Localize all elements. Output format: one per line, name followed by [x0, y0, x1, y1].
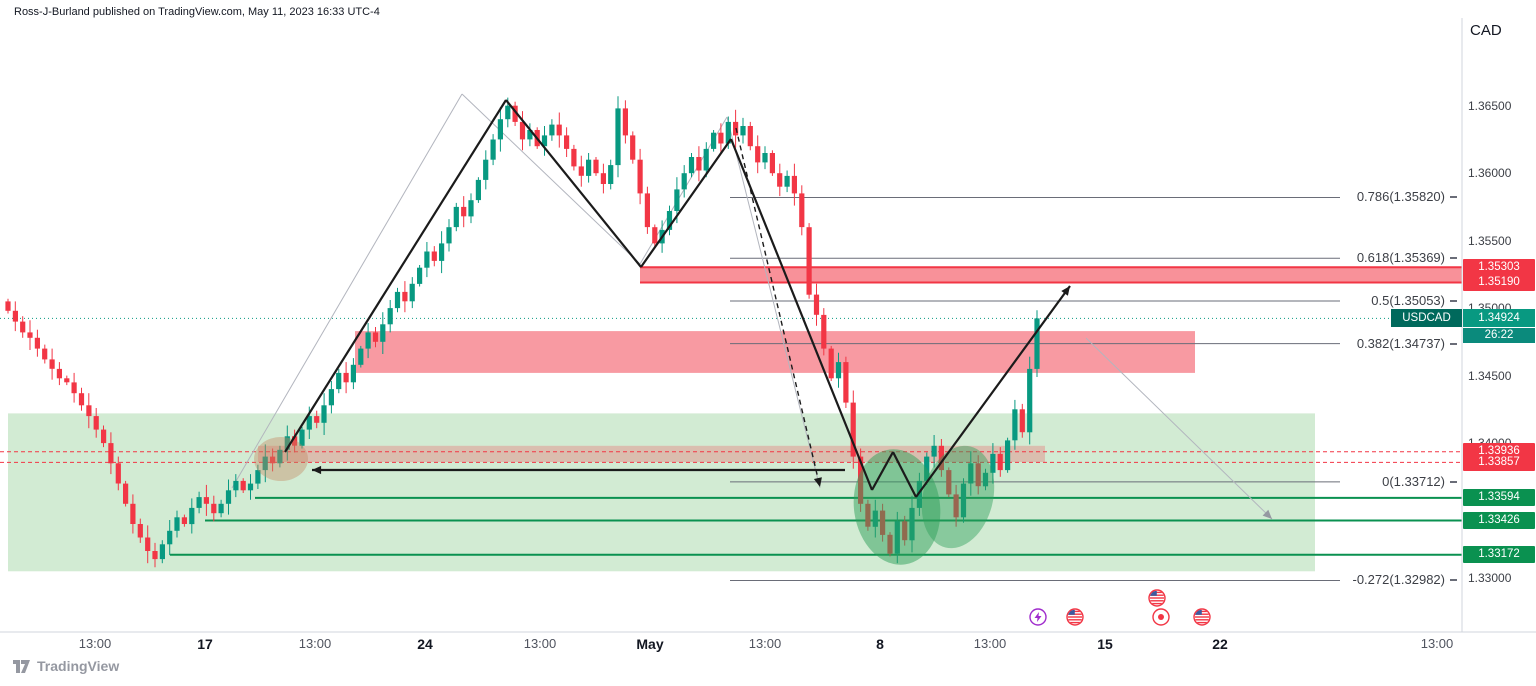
price-level-tag: 1.33172	[1463, 546, 1535, 564]
fib-level-label: -0.272(1.32982)	[1352, 572, 1445, 588]
price-axis-label: 1.34500	[1468, 368, 1512, 383]
zone-mid-supply[interactable]	[355, 331, 1195, 373]
time-axis-label: 13:00	[78, 636, 112, 651]
price-level-tag: 1.35190	[1463, 273, 1535, 291]
tradingview-logo-icon	[13, 659, 30, 673]
trend-line[interactable]	[284, 99, 507, 453]
gray-guide-line[interactable]	[1085, 337, 1273, 520]
price-level-tag: 1.33594	[1463, 489, 1535, 507]
time-axis-label: 24	[417, 636, 433, 652]
gray-guide-line[interactable]	[726, 116, 821, 489]
highlight-blob[interactable]	[911, 438, 1004, 556]
event-usd-flag-icon[interactable]	[1193, 608, 1211, 626]
fib-level-tick	[1450, 579, 1457, 582]
time-axis-label: 13:00	[298, 636, 332, 651]
price-axis-label: 1.35500	[1468, 233, 1512, 248]
time-axis-label: 22	[1212, 636, 1228, 652]
symbol-tag: USDCAD	[1391, 309, 1462, 328]
fib-level-tick	[1450, 480, 1457, 483]
time-axis-label: 13:00	[523, 636, 557, 651]
time-axis-label: 15	[1097, 636, 1113, 652]
price-level-tag: 1.33857	[1463, 453, 1535, 471]
price-level-tag: 1.33426	[1463, 512, 1535, 530]
event-lightning-icon[interactable]	[1029, 608, 1047, 626]
zone-demand[interactable]	[8, 413, 1315, 572]
fib-level-tick	[1450, 342, 1457, 345]
fib-level-tick	[1450, 299, 1457, 302]
tradingview-logo-text: TradingView	[37, 658, 120, 674]
trend-line[interactable]	[871, 451, 894, 491]
time-axis-label: 13:00	[973, 636, 1007, 651]
zone-upper-supply[interactable]	[640, 266, 1462, 284]
fib-level-label: 0(1.33712)	[1382, 473, 1445, 489]
time-axis-label: May	[636, 636, 664, 652]
highlight-blob[interactable]	[846, 444, 947, 571]
attribution-text: Ross-J-Burland published on TradingView.…	[14, 6, 380, 18]
last-price-tag: 1.34924	[1463, 309, 1535, 328]
resistance-dashed-lines[interactable]	[0, 451, 1462, 463]
quote-currency-label: CAD	[1470, 22, 1502, 39]
dashed-projection-line[interactable]	[735, 127, 821, 488]
trend-line[interactable]	[640, 138, 732, 268]
tradingview-logo[interactable]: TradingView	[12, 658, 119, 674]
trend-line[interactable]	[505, 99, 642, 268]
time-axis-label: 17	[197, 636, 213, 652]
trend-line[interactable]	[915, 285, 1071, 498]
highlight-blob[interactable]	[254, 437, 308, 481]
event-usd-flag-icon[interactable]	[1066, 608, 1084, 626]
fib-level-label: 0.618(1.35369)	[1356, 250, 1445, 266]
time-axis-label: 13:00	[1420, 636, 1454, 651]
fib-level-label: 0.5(1.35053)	[1371, 292, 1445, 308]
price-level-tag: 1.35303	[1463, 258, 1535, 276]
trend-line[interactable]	[729, 138, 874, 491]
zone-minor-band[interactable]	[258, 445, 1045, 462]
fib-level-label: 0.786(1.35820)	[1356, 189, 1445, 205]
trend-line[interactable]	[892, 451, 917, 498]
fib-level-tick	[1450, 257, 1457, 260]
price-axis-label: 1.33000	[1468, 571, 1512, 586]
time-axis-label: 13:00	[748, 636, 782, 651]
event-usd-flag-icon[interactable]	[1148, 589, 1166, 607]
event-jpy-flag-icon[interactable]	[1152, 608, 1170, 626]
candlestick-series[interactable]	[5, 96, 1040, 568]
price-axis-label: 1.36500	[1468, 98, 1512, 113]
bar-countdown-tag: 26:22	[1463, 327, 1535, 343]
price-axis-label: 1.36000	[1468, 166, 1512, 181]
fib-level-label: 0.382(1.34737)	[1356, 335, 1445, 351]
fib-level-tick	[1450, 196, 1457, 199]
gray-guide-line[interactable]	[231, 93, 463, 489]
time-axis-label: 8	[876, 636, 884, 652]
